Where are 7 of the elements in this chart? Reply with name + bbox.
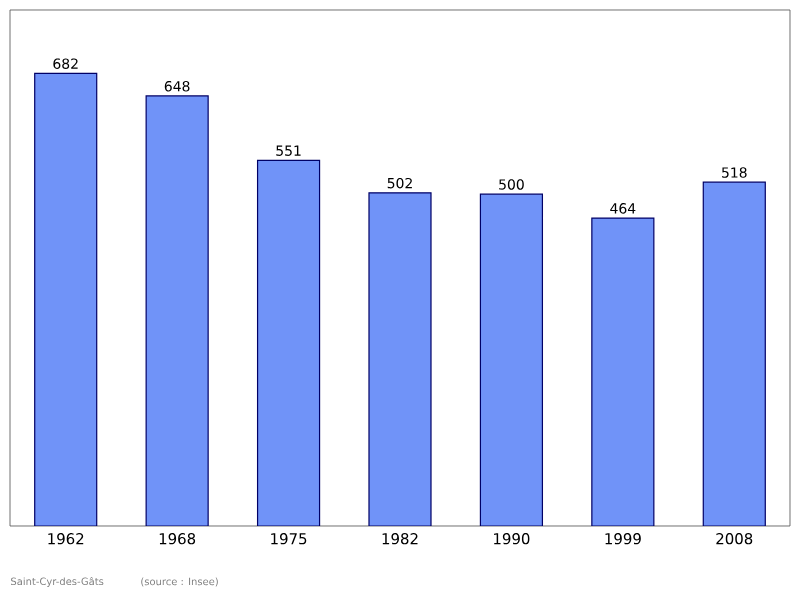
bar: [368, 192, 432, 526]
bar: [145, 95, 209, 526]
bar: [256, 159, 321, 526]
bar: [591, 217, 655, 526]
bar: [34, 72, 98, 526]
bar: [479, 193, 544, 526]
bar: [702, 181, 766, 526]
